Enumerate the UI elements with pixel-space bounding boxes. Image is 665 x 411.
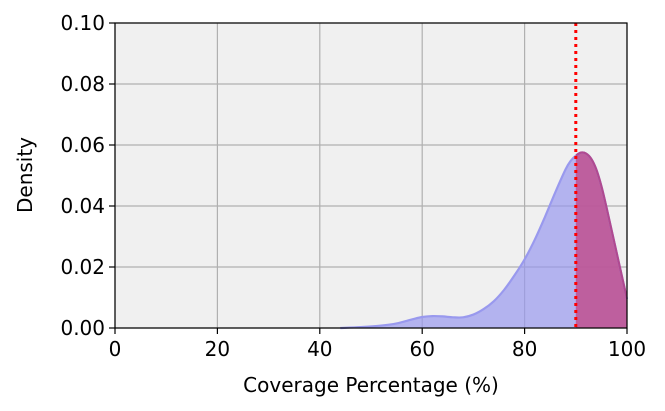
y-tick-label: 0.06 [60, 133, 105, 157]
x-axis-label: Coverage Percentage (%) [243, 373, 499, 397]
plot-frame [114, 22, 628, 329]
y-tick-label: 0.04 [60, 194, 105, 218]
density-fill-above-threshold [575, 152, 627, 328]
x-tick-label: 80 [512, 337, 537, 361]
y-tick-label: 0.00 [60, 316, 105, 340]
y-tick-label: 0.02 [60, 255, 105, 279]
x-tick-label: 40 [307, 337, 332, 361]
density-line-above-threshold [575, 151, 627, 300]
density-area [340, 151, 629, 330]
x-tick-label: 0 [109, 337, 122, 361]
y-axis-label: Density [13, 137, 37, 213]
x-axis-ticks: 0 20 40 60 80 100 [109, 328, 646, 361]
x-tick-label: 60 [409, 337, 434, 361]
x-tick-label: 100 [608, 337, 646, 361]
x-tick-label: 20 [205, 337, 230, 361]
density-fill [340, 152, 627, 328]
y-axis-ticks: 0.00 0.02 0.04 0.06 0.08 0.10 [60, 11, 115, 340]
y-tick-label: 0.10 [60, 11, 105, 35]
y-tick-label: 0.08 [60, 72, 105, 96]
